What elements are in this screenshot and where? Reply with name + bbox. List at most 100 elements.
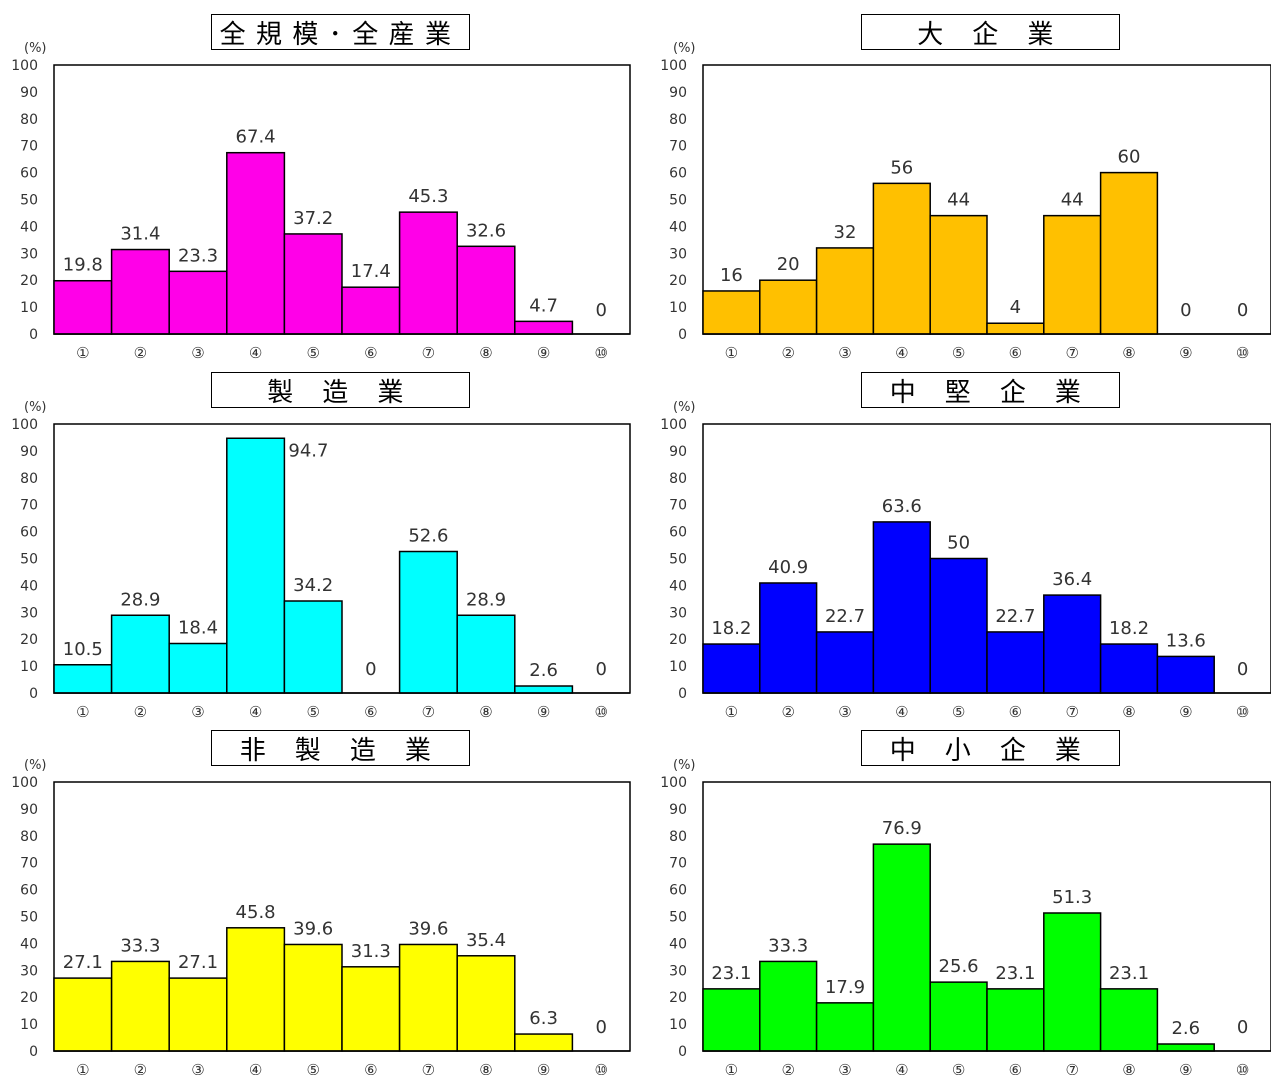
category-label: ① [725, 703, 738, 721]
data-label: 35.4 [466, 930, 506, 951]
data-label: 4 [1010, 297, 1021, 318]
bar-6 [986, 631, 1045, 694]
bar-3 [168, 270, 228, 335]
data-label: 0 [595, 1017, 606, 1038]
unit-label: (%) [673, 758, 696, 773]
y-tick-label: 90 [20, 85, 38, 101]
data-label: 16 [720, 265, 743, 286]
category-label: ⑦ [422, 344, 435, 362]
data-label: 22.7 [995, 606, 1035, 627]
category-label: ① [725, 344, 738, 362]
chart-panel-5: (%) 0 10 20 30 40 50 60 70 80 90 100 27.1 ① 33.3 ② 27.1 ③… [11, 758, 631, 1075]
category-label: ② [134, 703, 147, 721]
y-tick-label: 10 [20, 300, 38, 316]
data-label: 33.3 [768, 935, 808, 956]
unit-label: (%) [24, 41, 47, 56]
data-label: 33.3 [120, 935, 160, 956]
y-tick-label: 70 [20, 139, 38, 155]
data-label: 23.3 [178, 245, 218, 266]
y-tick-label: 60 [20, 166, 38, 182]
y-tick-label: 0 [29, 1044, 38, 1060]
y-tick-label: 20 [20, 632, 38, 648]
bar-4 [226, 151, 286, 335]
category-label: ② [781, 703, 794, 721]
bar-8 [456, 955, 516, 1052]
bar-2 [110, 614, 170, 694]
y-tick-label: 40 [669, 936, 687, 952]
category-label: ③ [838, 344, 851, 362]
data-label: 4.7 [529, 295, 558, 316]
bar-2 [759, 960, 818, 1052]
bar-5 [929, 981, 988, 1052]
y-tick-label: 30 [20, 246, 38, 262]
data-label: 67.4 [236, 127, 276, 148]
category-label: ⑧ [1122, 1061, 1135, 1075]
chart-title-5: 非 製 造 業 [211, 730, 470, 766]
category-label: ⑤ [306, 344, 319, 362]
category-label: ⑨ [1179, 703, 1192, 721]
bar-1 [702, 290, 761, 335]
category-label: ⑨ [1179, 344, 1192, 362]
bar-9 [514, 1033, 574, 1052]
bar-5 [929, 214, 988, 335]
data-label: 44 [1061, 190, 1084, 211]
bar-6 [986, 322, 1045, 335]
y-tick-label: 0 [678, 327, 687, 343]
category-label: ⑩ [594, 344, 607, 362]
y-tick-label: 90 [20, 802, 38, 818]
bar-2 [110, 960, 170, 1052]
category-label: ④ [895, 344, 908, 362]
y-tick-label: 60 [20, 883, 38, 899]
category-label: ③ [191, 1061, 204, 1075]
category-label: ⑥ [1009, 344, 1022, 362]
data-label: 31.4 [120, 224, 160, 245]
y-tick-label: 0 [29, 327, 38, 343]
data-label: 20 [777, 254, 800, 275]
bar-7 [398, 211, 458, 335]
chart-title-3: 製 造 業 [211, 372, 470, 408]
category-label: ⑧ [1122, 703, 1135, 721]
category-label: ⑦ [1065, 344, 1078, 362]
data-label: 63.6 [882, 496, 922, 517]
y-tick-label: 30 [20, 963, 38, 979]
category-label: ⑤ [306, 1061, 319, 1075]
data-label: 28.9 [466, 589, 506, 610]
data-label: 13.6 [1166, 630, 1206, 651]
y-tick-label: 60 [669, 883, 687, 899]
y-tick-label: 60 [669, 166, 687, 182]
bar-6 [341, 286, 401, 335]
bar-5 [283, 233, 343, 335]
data-label: 0 [1237, 300, 1248, 321]
bar-7 [1043, 214, 1102, 335]
y-tick-label: 20 [20, 990, 38, 1006]
y-tick-label: 50 [20, 910, 38, 926]
bar-3 [168, 642, 228, 694]
bar-9 [514, 320, 574, 335]
y-tick-label: 30 [669, 963, 687, 979]
chart-title-4: 中 堅 企 業 [861, 372, 1120, 408]
bar-2 [110, 248, 170, 335]
data-label: 27.1 [63, 952, 103, 973]
category-label: ④ [249, 344, 262, 362]
data-label: 32 [834, 222, 857, 243]
bar-9 [1156, 655, 1215, 694]
bar-7 [1043, 594, 1102, 694]
bar-8 [456, 614, 516, 694]
bar-9 [514, 685, 574, 694]
category-label: ③ [838, 1061, 851, 1075]
category-label: ⑦ [1065, 1061, 1078, 1075]
data-label: 27.1 [178, 952, 218, 973]
unit-label: (%) [24, 400, 47, 415]
category-label: ③ [191, 344, 204, 362]
y-tick-label: 0 [678, 1044, 687, 1060]
y-tick-label: 100 [11, 58, 38, 74]
category-label: ⑤ [952, 1061, 965, 1075]
data-label: 23.1 [995, 963, 1035, 984]
y-tick-label: 0 [678, 686, 687, 702]
data-label: 0 [595, 659, 606, 680]
category-label: ⑥ [1009, 703, 1022, 721]
category-label: ② [134, 1061, 147, 1075]
y-tick-label: 20 [669, 990, 687, 1006]
category-label: ⑩ [1236, 344, 1249, 362]
bar-7 [398, 550, 458, 694]
